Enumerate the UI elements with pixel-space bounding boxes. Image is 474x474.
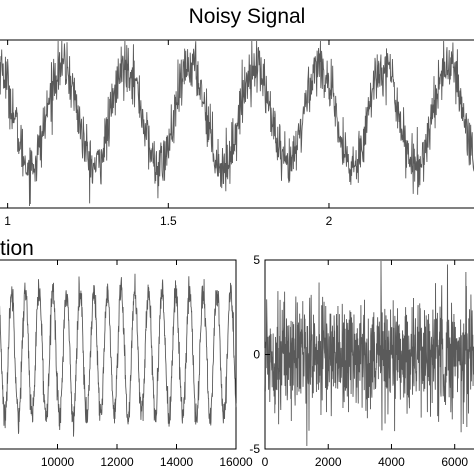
- bottom-right-y-tick-label: -5: [249, 442, 260, 456]
- bottom-left-x-ticks: 10000 12000 14000 16000: [41, 260, 253, 469]
- top-signal-line: [0, 40, 474, 207]
- bottom-right-x-tick-label: 4000: [378, 455, 405, 469]
- bottom-right-x-tick-label: 6000: [441, 455, 468, 469]
- bottom-left-plot: 10000 12000 14000 16000: [0, 259, 253, 469]
- bottom-left-x-tick-label: 10000: [41, 455, 75, 469]
- bottom-right-noise-line: [264, 260, 474, 447]
- bottom-right-x-tick-label: 2000: [315, 455, 342, 469]
- bottom-right-x-ticks: 0 2000 4000 6000: [262, 260, 468, 469]
- top-plot-frame: [0, 39, 474, 209]
- bottom-right-x-tick-label: 0: [262, 455, 269, 469]
- bottom-right-y-ticks: 5 0 -5: [249, 253, 270, 456]
- top-x-tick-label: 2: [326, 214, 333, 228]
- top-x-ticks: 1 1.5 2: [4, 40, 333, 228]
- top-chart-title: Noisy Signal: [189, 5, 306, 28]
- bottom-right-y-tick-label: 5: [253, 253, 260, 267]
- bottom-left-x-tick-label: 14000: [160, 455, 194, 469]
- bottom-left-title: tion: [0, 237, 34, 260]
- bottom-left-x-tick-label: 16000: [219, 455, 253, 469]
- bottom-right-plot: 0 2000 4000 6000 50-5: [249, 253, 474, 469]
- bottom-left-x-tick-label: 12000: [100, 455, 134, 469]
- top-plot: 1 1.5 2: [0, 39, 474, 228]
- bottom-left-signal-line: [0, 273, 237, 437]
- top-x-tick-label: 1: [4, 214, 11, 228]
- top-x-tick-label: 1.5: [160, 214, 177, 228]
- bottom-right-y-tick-label: 0: [253, 348, 260, 362]
